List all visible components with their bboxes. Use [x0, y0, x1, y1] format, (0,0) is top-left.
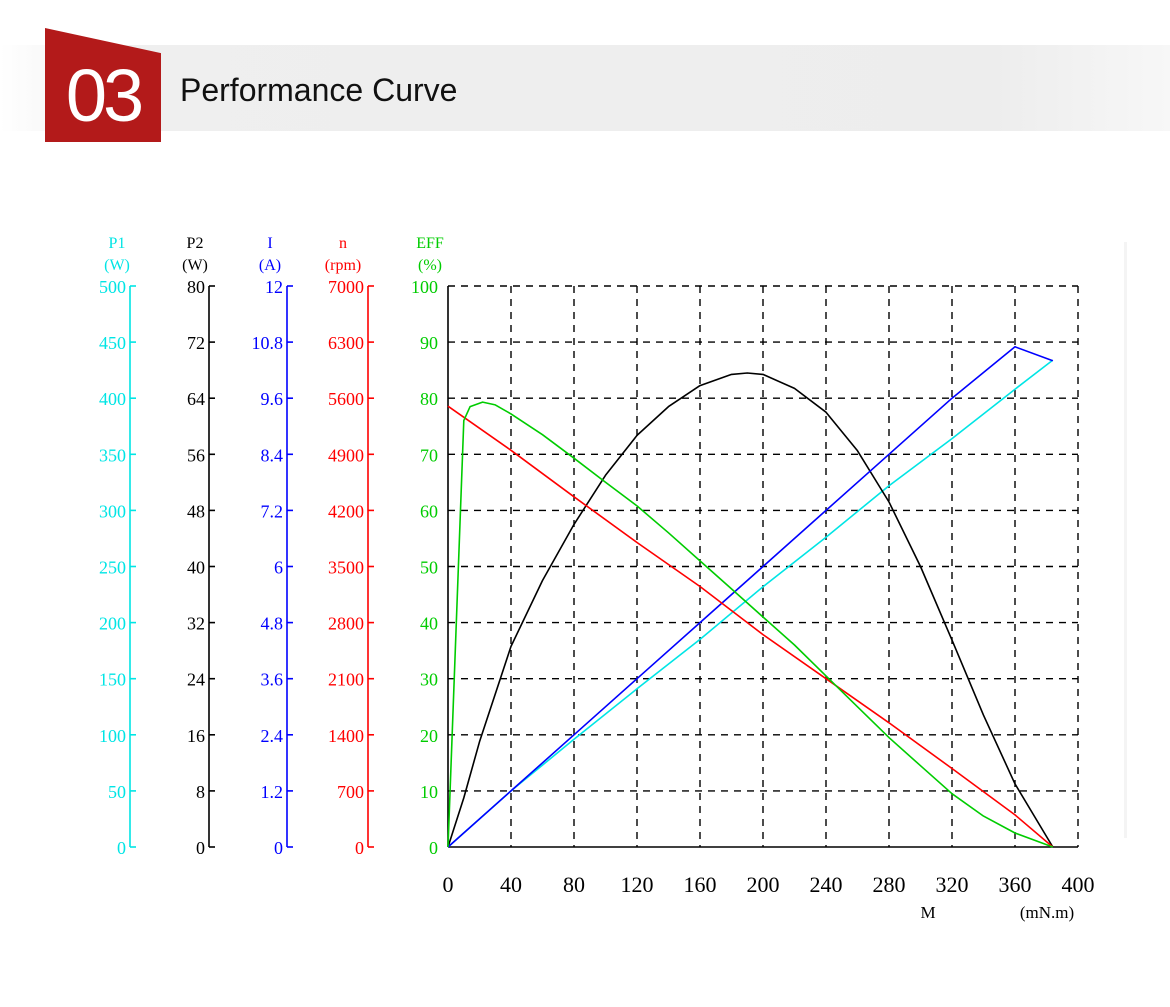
p2-tick-label: 72 [187, 333, 205, 353]
eff-tick-label: 0 [429, 838, 438, 858]
x-tick-label: 120 [621, 872, 654, 897]
x-tick-label: 80 [563, 872, 585, 897]
speed-tick-label: 4900 [328, 445, 364, 465]
p2-tick-label: 32 [187, 614, 205, 634]
speed-tick-label: 4200 [328, 501, 364, 521]
p1-tick-label: 350 [99, 445, 126, 465]
speed-tick-label: 0 [355, 838, 364, 858]
eff-tick-label: 40 [420, 614, 438, 634]
p2-tick-label: 8 [196, 782, 205, 802]
p1-tick-label: 300 [99, 501, 126, 521]
speed-tick-label: 2100 [328, 670, 364, 690]
x-tick-label: 400 [1062, 872, 1095, 897]
p1-tick-label: 250 [99, 558, 126, 578]
eff-tick-label: 30 [420, 670, 438, 690]
x-tick-label: 240 [810, 872, 843, 897]
current-tick-label: 10.8 [252, 333, 284, 353]
p1-axis-unit: (W) [104, 257, 130, 274]
eff-tick-label: 20 [420, 726, 438, 746]
p1-tick-label: 150 [99, 670, 126, 690]
p1-tick-label: 500 [99, 277, 126, 297]
x-axis-label: M [920, 903, 935, 922]
eff-tick-label: 90 [420, 333, 438, 353]
p2-tick-label: 64 [187, 389, 205, 409]
speed-tick-label: 1400 [328, 726, 364, 746]
section-header-bar [0, 45, 1170, 131]
p1-tick-label: 0 [117, 838, 126, 858]
chart-frame-edge [1124, 242, 1127, 838]
current-tick-label: 3.6 [261, 670, 284, 690]
p1-tick-label: 200 [99, 614, 126, 634]
x-tick-label: 200 [747, 872, 780, 897]
p1-tick-label: 400 [99, 389, 126, 409]
current-tick-label: 0 [274, 838, 283, 858]
current-tick-label: 2.4 [261, 726, 284, 746]
speed-tick-label: 7000 [328, 277, 364, 297]
p2-tick-label: 0 [196, 838, 205, 858]
speed-axis-name: n [339, 235, 347, 252]
section-title: Performance Curve [180, 72, 458, 108]
p1-axis-name: P1 [109, 235, 126, 252]
current-axis-unit: (A) [259, 257, 281, 274]
x-tick-label: 160 [684, 872, 717, 897]
current-tick-label: 6 [274, 558, 283, 578]
current-tick-label: 7.2 [261, 501, 284, 521]
speed-axis-unit: (rpm) [325, 257, 361, 274]
current-tick-label: 9.6 [261, 389, 284, 409]
p2-tick-label: 80 [187, 277, 205, 297]
eff-tick-label: 80 [420, 389, 438, 409]
current-tick-label: 8.4 [261, 445, 284, 465]
eff-tick-label: 60 [420, 501, 438, 521]
x-tick-label: 280 [873, 872, 906, 897]
current-curve [447, 346, 1054, 848]
eff-axis-unit: (%) [418, 257, 442, 274]
eff-tick-label: 10 [420, 782, 438, 802]
p1-tick-label: 50 [108, 782, 126, 802]
current-axis-name: I [267, 235, 272, 252]
current-tick-label: 1.2 [261, 782, 284, 802]
p2-curve [447, 372, 1054, 848]
speed-tick-label: 700 [337, 782, 364, 802]
x-tick-label: 40 [500, 872, 522, 897]
current-tick-label: 4.8 [261, 614, 284, 634]
p2-tick-label: 56 [187, 445, 205, 465]
p1-tick-label: 450 [99, 333, 126, 353]
p1-tick-label: 100 [99, 726, 126, 746]
speed-tick-label: 6300 [328, 333, 364, 353]
speed-tick-label: 3500 [328, 558, 364, 578]
x-tick-label: 320 [936, 872, 969, 897]
speed-tick-label: 5600 [328, 389, 364, 409]
x-axis-unit: (mN.m) [1020, 903, 1074, 922]
x-tick-label: 0 [443, 872, 454, 897]
x-tick-label: 360 [999, 872, 1032, 897]
current-tick-label: 12 [265, 277, 283, 297]
speed-curve [447, 405, 1054, 848]
eff-tick-label: 100 [411, 277, 438, 297]
p2-tick-label: 48 [187, 501, 205, 521]
speed-tick-label: 2800 [328, 614, 364, 634]
p2-tick-label: 16 [187, 726, 205, 746]
eff-tick-label: 70 [420, 445, 438, 465]
eff-tick-label: 50 [420, 558, 438, 578]
p2-tick-label: 24 [187, 670, 205, 690]
eff-curve [447, 401, 1054, 848]
p2-tick-label: 40 [187, 558, 205, 578]
section-number: 03 [65, 54, 144, 137]
p1-curve [447, 359, 1054, 848]
p2-axis-name: P2 [187, 235, 204, 252]
eff-axis-name: EFF [416, 235, 444, 252]
p2-axis-unit: (W) [182, 257, 208, 274]
